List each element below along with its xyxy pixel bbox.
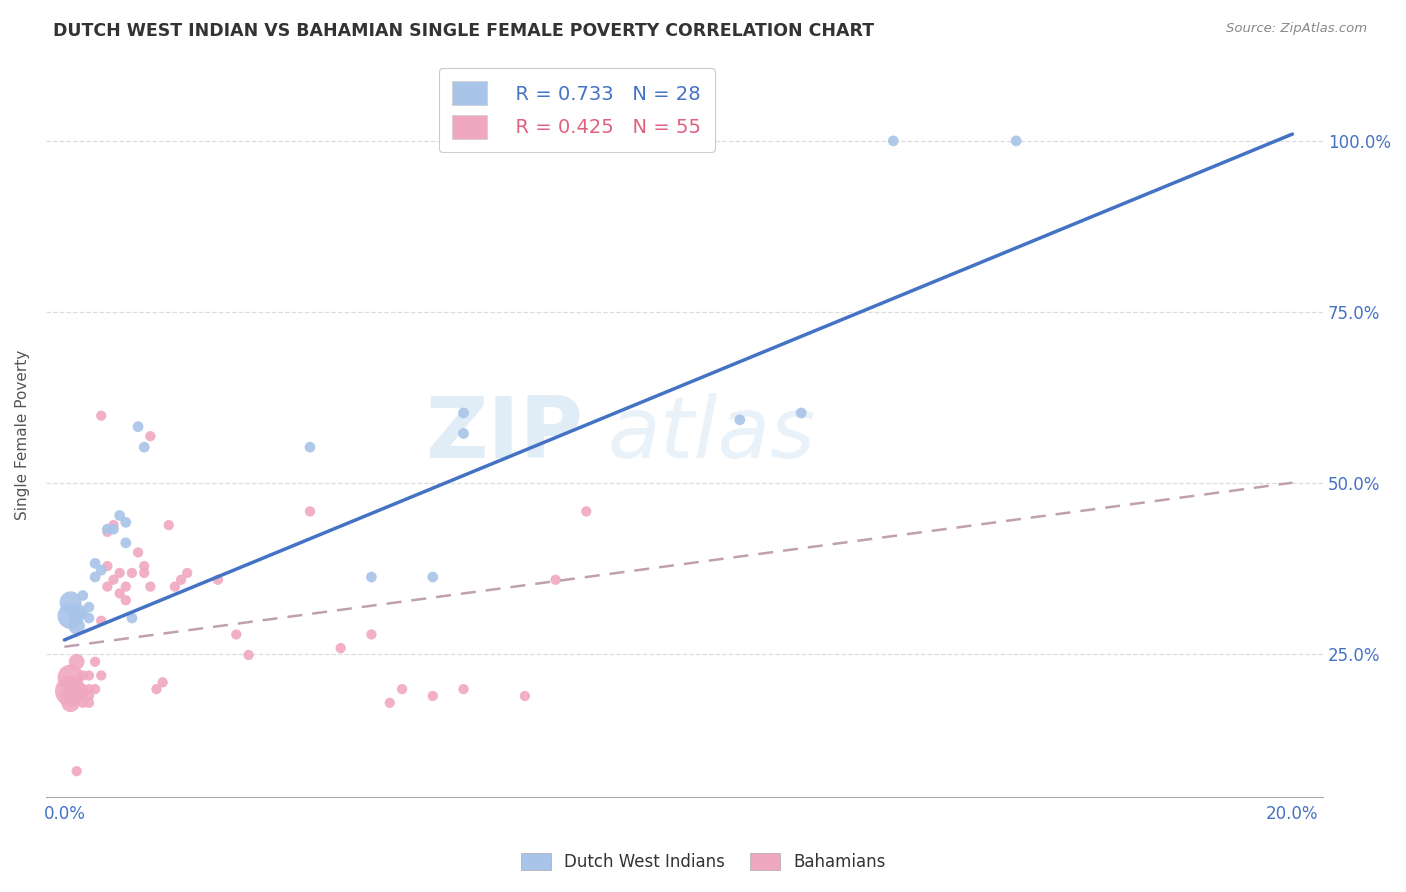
- Point: [66, 764, 89, 779]
- Point: [391, 682, 413, 697]
- Point: [77, 689, 100, 703]
- Point: [238, 648, 260, 662]
- Point: [96, 559, 118, 574]
- Point: [66, 619, 89, 633]
- Point: [96, 580, 118, 594]
- Point: [882, 134, 904, 148]
- Point: [453, 426, 475, 441]
- Point: [59, 609, 82, 624]
- Point: [90, 409, 112, 423]
- Point: [225, 627, 247, 641]
- Point: [127, 545, 149, 559]
- Text: ZIP: ZIP: [425, 393, 582, 476]
- Point: [72, 696, 94, 710]
- Point: [298, 440, 321, 454]
- Point: [790, 406, 813, 420]
- Y-axis label: Single Female Poverty: Single Female Poverty: [15, 350, 30, 520]
- Point: [84, 682, 107, 697]
- Point: [59, 696, 82, 710]
- Point: [121, 566, 143, 580]
- Point: [66, 675, 89, 690]
- Text: atlas: atlas: [607, 393, 815, 476]
- Legend:   R = 0.733   N = 28,   R = 0.425   N = 55: R = 0.733 N = 28, R = 0.425 N = 55: [439, 68, 714, 153]
- Point: [84, 655, 107, 669]
- Legend: Dutch West Indians, Bahamians: Dutch West Indians, Bahamians: [512, 845, 894, 880]
- Point: [72, 607, 94, 621]
- Point: [422, 570, 444, 584]
- Point: [176, 566, 198, 580]
- Point: [59, 671, 82, 685]
- Point: [163, 580, 186, 594]
- Point: [121, 611, 143, 625]
- Point: [66, 655, 89, 669]
- Point: [360, 570, 382, 584]
- Point: [72, 682, 94, 697]
- Point: [422, 689, 444, 703]
- Point: [134, 440, 156, 454]
- Point: [59, 684, 82, 698]
- Point: [127, 419, 149, 434]
- Point: [59, 595, 82, 609]
- Point: [360, 627, 382, 641]
- Point: [84, 557, 107, 571]
- Point: [90, 668, 112, 682]
- Point: [96, 522, 118, 536]
- Point: [96, 524, 118, 539]
- Point: [72, 668, 94, 682]
- Point: [90, 614, 112, 628]
- Point: [108, 586, 131, 600]
- Point: [134, 566, 156, 580]
- Point: [145, 682, 167, 697]
- Point: [114, 593, 136, 607]
- Point: [152, 675, 174, 690]
- Point: [108, 508, 131, 523]
- Point: [157, 518, 180, 533]
- Point: [77, 696, 100, 710]
- Point: [575, 504, 598, 518]
- Point: [453, 682, 475, 697]
- Point: [728, 413, 751, 427]
- Point: [453, 406, 475, 420]
- Point: [378, 696, 401, 710]
- Point: [114, 516, 136, 530]
- Point: [134, 559, 156, 574]
- Point: [139, 580, 162, 594]
- Text: DUTCH WEST INDIAN VS BAHAMIAN SINGLE FEMALE POVERTY CORRELATION CHART: DUTCH WEST INDIAN VS BAHAMIAN SINGLE FEM…: [53, 22, 875, 40]
- Point: [139, 429, 162, 443]
- Point: [90, 563, 112, 577]
- Point: [1005, 134, 1028, 148]
- Point: [84, 570, 107, 584]
- Point: [103, 518, 125, 533]
- Point: [329, 641, 352, 656]
- Point: [77, 611, 100, 625]
- Point: [103, 522, 125, 536]
- Text: Source: ZipAtlas.com: Source: ZipAtlas.com: [1226, 22, 1367, 36]
- Point: [114, 536, 136, 550]
- Point: [108, 566, 131, 580]
- Point: [207, 573, 229, 587]
- Point: [114, 580, 136, 594]
- Point: [298, 504, 321, 518]
- Point: [72, 689, 94, 703]
- Point: [66, 606, 89, 620]
- Point: [513, 689, 536, 703]
- Point: [77, 600, 100, 615]
- Point: [72, 589, 94, 603]
- Point: [103, 573, 125, 587]
- Point: [170, 573, 193, 587]
- Point: [66, 682, 89, 697]
- Point: [77, 668, 100, 682]
- Point: [77, 682, 100, 697]
- Point: [59, 689, 82, 703]
- Point: [544, 573, 567, 587]
